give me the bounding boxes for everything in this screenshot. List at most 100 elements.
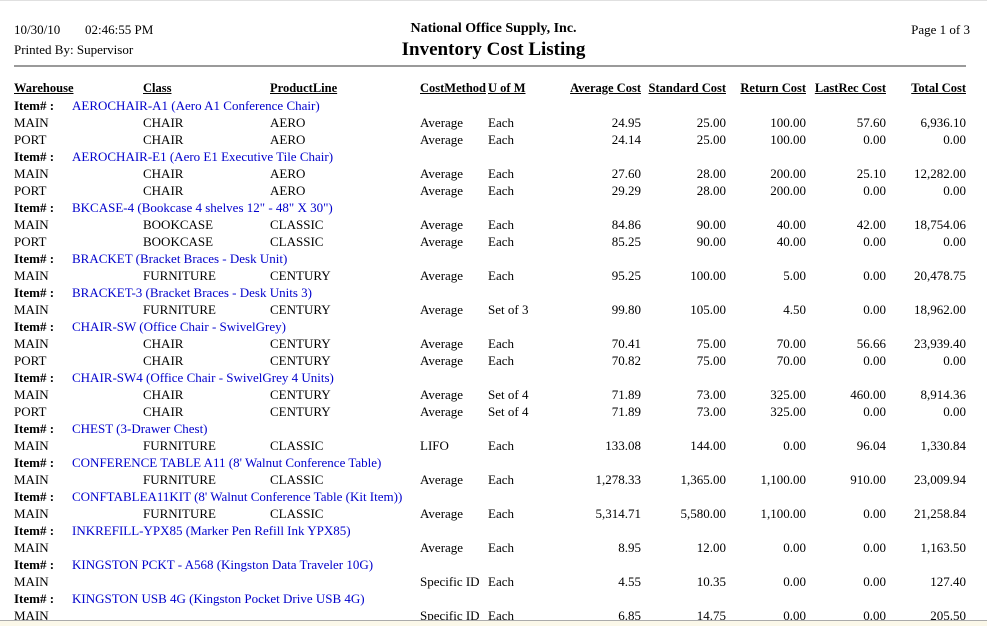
data-row: MAIN FURNITURE CLASSIC Average Each 5,314.71 5… xyxy=(0,505,987,522)
data-row: MAIN FURNITURE CLASSIC LIFO Each 133.08 144.00… xyxy=(0,437,987,454)
report-title: Inventory Cost Listing xyxy=(401,39,586,60)
data-row: MAIN FURNITURE CLASSIC Average Each 1,278.33 1… xyxy=(0,471,987,488)
cell-product-line: CENTURY xyxy=(270,404,331,419)
cell-product-line xyxy=(270,539,420,556)
cell-cost-method: Average xyxy=(420,217,464,232)
item-number-label: Item# : xyxy=(14,319,55,334)
cell-class: CHAIR xyxy=(143,387,184,402)
cell-product-line: AERO xyxy=(270,132,306,147)
cell-total-cost: 23,939.40 xyxy=(914,336,966,351)
cell-lastrec-cost: 96.04 xyxy=(856,438,886,453)
cell-total-cost: 0.00 xyxy=(943,183,966,198)
cell-standard-cost: 5,580.00 xyxy=(680,506,727,521)
cell-product-line: CENTURY xyxy=(270,268,331,283)
item-number-label: Item# : xyxy=(14,523,55,538)
item-row: Item# : BRACKET-3 (Bracket Braces - Desk … xyxy=(0,284,987,301)
column-header-lastrec-cost: LastRec Cost xyxy=(814,81,886,95)
cell-standard-cost: 73.00 xyxy=(696,404,726,419)
cell-uofm: Set of 4 xyxy=(488,387,529,402)
cell-return-cost: 0.00 xyxy=(783,574,806,589)
column-header-total-cost: Total Cost xyxy=(911,81,966,95)
item-number-label: Item# : xyxy=(14,149,55,164)
cell-product-line: CENTURY xyxy=(270,302,331,317)
cell-warehouse: MAIN xyxy=(14,506,49,521)
item-number-label: Item# : xyxy=(14,421,55,436)
item-row: Item# : AEROCHAIR-E1 (Aero E1 Executive T… xyxy=(0,148,987,165)
cell-return-cost: 70.00 xyxy=(776,353,806,368)
item-description: BRACKET-3 (Bracket Braces - Desk Units 3… xyxy=(72,285,312,300)
cell-lastrec-cost: 0.00 xyxy=(863,234,886,249)
cell-lastrec-cost: 42.00 xyxy=(856,217,886,232)
cell-cost-method: Average xyxy=(420,506,464,521)
page-indicator: Page 1 of 3 xyxy=(911,22,970,37)
cell-lastrec-cost: 0.00 xyxy=(863,608,886,623)
cell-return-cost: 1,100.00 xyxy=(760,506,807,521)
cell-uofm: Each xyxy=(488,166,514,181)
cell-average-cost: 29.29 xyxy=(611,183,641,198)
cell-average-cost: 71.89 xyxy=(611,387,641,402)
cell-total-cost: 1,163.50 xyxy=(920,540,967,555)
cell-average-cost: 95.25 xyxy=(611,268,641,283)
cell-average-cost: 99.80 xyxy=(611,302,641,317)
item-number-label: Item# : xyxy=(14,557,55,572)
data-row: PORT BOOKCASE CLASSIC Average Each 85.25 90.00… xyxy=(0,233,987,250)
cell-standard-cost: 90.00 xyxy=(696,217,726,232)
cell-warehouse: MAIN xyxy=(14,336,49,351)
cell-total-cost: 0.00 xyxy=(943,234,966,249)
cell-average-cost: 84.86 xyxy=(611,217,641,232)
column-header-return-cost: Return Cost xyxy=(740,81,806,95)
cell-class: FURNITURE xyxy=(143,506,216,521)
cell-lastrec-cost: 0.00 xyxy=(863,540,886,555)
cell-cost-method: Average xyxy=(420,404,464,419)
cell-average-cost: 8.95 xyxy=(618,540,641,555)
cell-lastrec-cost: 0.00 xyxy=(863,268,886,283)
column-header-product-line: ProductLine xyxy=(270,81,338,95)
cell-cost-method: Average xyxy=(420,540,464,555)
company-name: National Office Supply, Inc. xyxy=(410,21,577,36)
cell-class: CHAIR xyxy=(143,336,184,351)
cell-class: BOOKCASE xyxy=(143,217,214,232)
cell-average-cost: 1,278.33 xyxy=(595,472,642,487)
cell-warehouse: MAIN xyxy=(14,438,49,453)
cell-class: CHAIR xyxy=(143,132,184,147)
report-time: 02:46:55 PM xyxy=(85,22,154,37)
cell-lastrec-cost: 0.00 xyxy=(863,574,886,589)
item-row: Item# : CHEST (3-Drawer Chest) xyxy=(0,420,987,437)
cell-standard-cost: 25.00 xyxy=(696,115,726,130)
cell-cost-method: Average xyxy=(420,166,464,181)
item-number-label: Item# : xyxy=(14,489,55,504)
cell-lastrec-cost: 0.00 xyxy=(863,132,886,147)
cell-warehouse: PORT xyxy=(14,404,47,419)
cell-lastrec-cost: 0.00 xyxy=(863,302,886,317)
cell-class: CHAIR xyxy=(143,404,184,419)
cell-product-line: CLASSIC xyxy=(270,217,324,232)
cell-return-cost: 0.00 xyxy=(783,608,806,623)
item-description: KINGSTON PCKT - A568 (Kingston Data Trav… xyxy=(72,557,374,572)
item-description: INKREFILL-YPX85 (Marker Pen Refill Ink Y… xyxy=(72,523,351,538)
cell-average-cost: 24.14 xyxy=(611,132,641,147)
cell-return-cost: 4.50 xyxy=(783,302,806,317)
cell-class: FURNITURE xyxy=(143,302,216,317)
cell-standard-cost: 12.00 xyxy=(696,540,726,555)
cell-warehouse: MAIN xyxy=(14,540,49,555)
cell-warehouse: MAIN xyxy=(14,387,49,402)
cell-return-cost: 40.00 xyxy=(776,217,806,232)
cell-uofm: Each xyxy=(488,217,514,232)
cell-product-line: CENTURY xyxy=(270,336,331,351)
data-row: PORT CHAIR AERO Average Each 24.14 25.00 100.00… xyxy=(0,131,987,148)
item-number-label: Item# : xyxy=(14,200,55,215)
item-row: Item# : KINGSTON PCKT - A568 (Kingston Da… xyxy=(0,556,987,573)
cell-average-cost: 4.55 xyxy=(618,574,641,589)
data-row: MAIN CHAIR CENTURY Average Each 70.41 75.00 70.… xyxy=(0,335,987,352)
cell-return-cost: 200.00 xyxy=(770,166,806,181)
cell-return-cost: 100.00 xyxy=(770,132,806,147)
cell-total-cost: 0.00 xyxy=(943,132,966,147)
item-description: CONFERENCE TABLE A11 (8' Walnut Conferen… xyxy=(72,455,382,470)
cell-uofm: Each xyxy=(488,353,514,368)
printed-by: Printed By: Supervisor xyxy=(14,42,134,57)
cell-total-cost: 0.00 xyxy=(943,353,966,368)
cell-average-cost: 70.82 xyxy=(611,353,641,368)
cell-uofm: Each xyxy=(488,472,514,487)
cell-product-line: CLASSIC xyxy=(270,234,324,249)
